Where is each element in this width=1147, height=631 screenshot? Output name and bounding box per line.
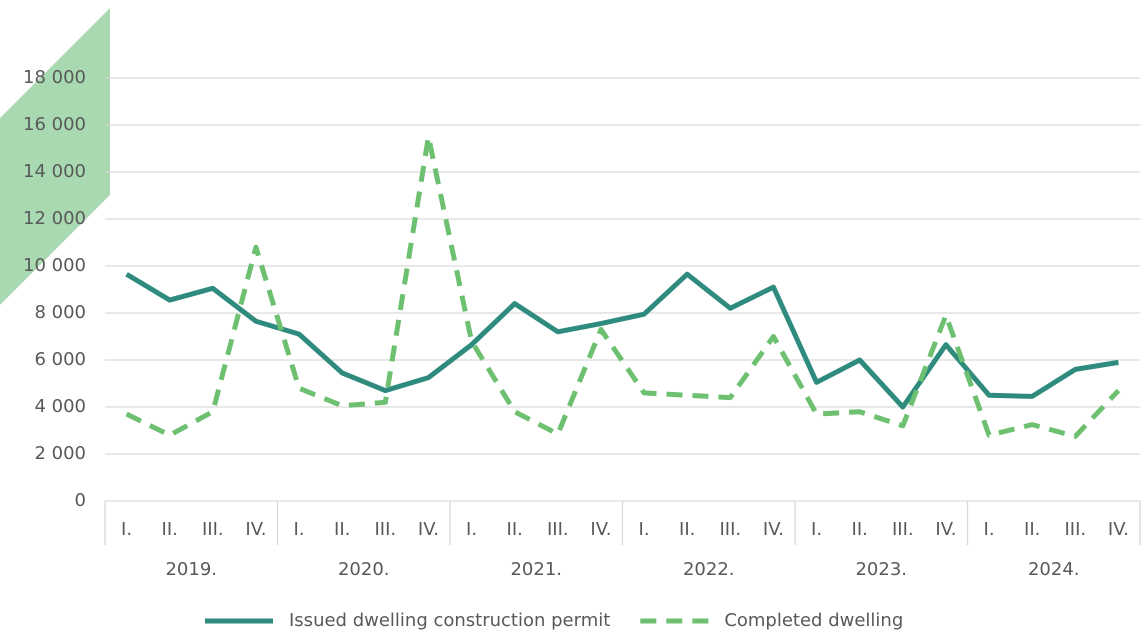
decoration [0, 8, 110, 305]
x-tick-label: I. [121, 519, 132, 540]
x-tick-label: III. [202, 519, 224, 540]
line-series [125, 271, 1119, 410]
x-group-label: 2023. [855, 559, 907, 580]
x-tick-label: I. [811, 519, 822, 540]
x-tick-label: I. [466, 519, 477, 540]
y-tick-label: 6 000 [34, 349, 86, 370]
x-group-label: 2022. [683, 559, 735, 580]
x-tick-label: III. [547, 519, 569, 540]
y-tick-label: 0 [75, 490, 86, 511]
y-tick-label: 16 000 [23, 114, 86, 135]
x-tick-label: IV. [1108, 519, 1129, 540]
y-tick-label: 14 000 [23, 161, 86, 182]
x-tick-label: III. [374, 519, 396, 540]
x-group-label: 2021. [510, 559, 562, 580]
x-tick-label: II. [334, 519, 350, 540]
x-group-label: 2024. [1028, 559, 1080, 580]
y-tick-label: 4 000 [34, 396, 86, 417]
x-tick-label: IV. [418, 519, 439, 540]
x-tick-label: I. [639, 519, 650, 540]
x-tick-label: II. [679, 519, 695, 540]
x-tick-label: IV. [590, 519, 611, 540]
x-tick-label: III. [719, 519, 741, 540]
x-tick-label: IV. [763, 519, 784, 540]
x-tick-label: IV. [935, 519, 956, 540]
x-tick-label: I. [294, 519, 305, 540]
y-tick-label: 8 000 [34, 302, 86, 323]
legend-label: Issued dwelling construction permit [289, 610, 610, 631]
x-group-label: 2020. [338, 559, 390, 580]
x-tick-label: I. [984, 519, 995, 540]
legend-label: Completed dwelling [724, 610, 903, 631]
x-tick-label: II. [852, 519, 868, 540]
x-tick-label: III. [1064, 519, 1086, 540]
y-tick-label: 2 000 [34, 443, 86, 464]
x-tick-label: II. [1024, 519, 1040, 540]
line-series [125, 134, 1121, 439]
x-tick-label: II. [162, 519, 178, 540]
y-tick-label: 12 000 [23, 208, 86, 229]
x-tick-label: II. [507, 519, 523, 540]
x-tick-label: IV. [245, 519, 266, 540]
x-group-label: 2019. [165, 559, 217, 580]
y-tick-label: 18 000 [23, 67, 86, 88]
x-tick-label: III. [892, 519, 914, 540]
y-tick-label: 10 000 [23, 255, 86, 276]
